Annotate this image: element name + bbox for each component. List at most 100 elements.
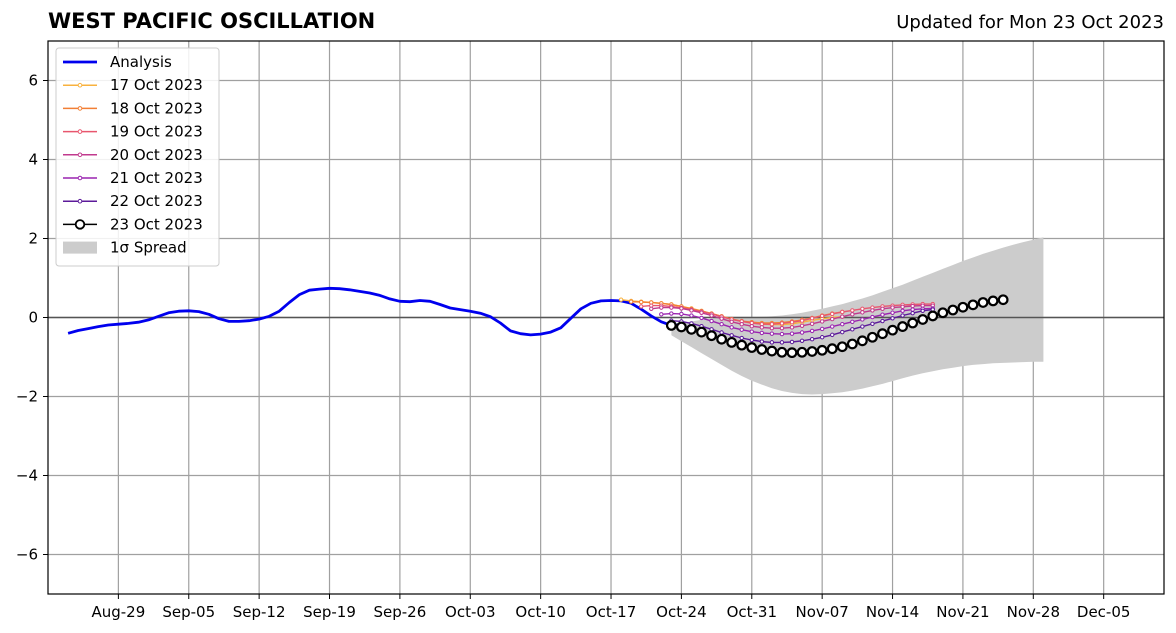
x-tick-label: Nov-07 (795, 603, 848, 621)
forecast-point (850, 308, 855, 313)
forecast-point (850, 327, 855, 332)
forecast-point (900, 304, 905, 310)
forecast-point (830, 324, 835, 329)
legend-label: 1σ Spread (110, 239, 187, 257)
forecast-point (809, 337, 815, 342)
forecast-point (819, 319, 825, 324)
forecast-point (880, 306, 885, 312)
forecast-point (890, 305, 895, 310)
forecast-point (840, 322, 845, 327)
legend-label: 17 Oct 2023 (110, 76, 203, 94)
forecast-point (789, 325, 795, 330)
forecast-line (661, 307, 933, 335)
forecast-point (769, 331, 775, 336)
legend-marker (77, 82, 83, 88)
legend-label: 23 Oct 2023 (110, 215, 203, 233)
forecast-point (789, 331, 795, 336)
forecast-point (759, 325, 765, 330)
forecast-point (786, 347, 798, 359)
forecast-point (846, 338, 858, 350)
forecast-point (870, 308, 875, 313)
forecast-point (867, 331, 878, 343)
forecast-point (850, 319, 855, 325)
forecast-point (789, 339, 795, 345)
forecast-point (830, 316, 835, 322)
forecast-point (669, 311, 674, 316)
forecast-point (669, 305, 674, 310)
forecast-point (910, 303, 915, 309)
forecast-point (686, 323, 697, 335)
x-tick-label: Sep-12 (233, 603, 286, 621)
forecast-point (638, 304, 644, 309)
forecast-point (796, 346, 808, 358)
legend-label: 22 Oct 2023 (110, 192, 203, 210)
forecast-point (987, 295, 999, 307)
forecast-point (769, 325, 775, 331)
forecast-point (809, 328, 815, 334)
forecast-point (890, 310, 895, 315)
x-tick-label: Oct-24 (656, 603, 706, 621)
forecast-point (860, 317, 865, 322)
forecast-point (749, 337, 754, 343)
y-tick-label: −4 (16, 467, 38, 485)
legend-swatch (63, 241, 97, 254)
forecast-point (729, 325, 734, 330)
axis-tick-layer: Aug-29 Sep-05 Sep-12 Sep-19 Sep-26 Oct-03 Oct-… (16, 72, 1131, 622)
legend-box (55, 47, 220, 267)
forecast-point (887, 324, 898, 336)
y-tick-label: 0 (28, 309, 38, 327)
forecast-point (977, 297, 989, 308)
forecast-point (957, 301, 969, 313)
forecast-point (659, 312, 664, 317)
spread-band-layer (671, 237, 1044, 395)
forecast-point (699, 315, 704, 321)
forecast-point (776, 346, 788, 358)
forecast-point (756, 344, 768, 355)
forecast-point (699, 310, 704, 315)
forecast-point (907, 317, 919, 329)
forecast-point (830, 311, 835, 317)
forecast-point (766, 345, 778, 357)
forecast-point (719, 330, 724, 335)
forecast-point (696, 326, 707, 338)
series-layer (67, 286, 1009, 359)
forecast-point (726, 336, 738, 348)
forecast-point (819, 335, 825, 340)
chart-title: WEST PACIFIC OSCILLATION (48, 9, 376, 33)
y-tick-label: 4 (28, 151, 38, 169)
legend-label: 19 Oct 2023 (110, 123, 203, 141)
legend-label: 18 Oct 2023 (110, 99, 203, 117)
spread-band (671, 237, 1044, 395)
forecast-point (799, 338, 805, 344)
forecast-point (739, 322, 744, 327)
forecast-point (809, 321, 815, 327)
forecast-point (860, 310, 865, 315)
forecast-point (749, 329, 754, 334)
forecast-point (870, 314, 875, 320)
forecast-point (917, 314, 929, 325)
legend-label: Analysis (110, 53, 172, 71)
forecast-point (910, 307, 915, 312)
forecast-point (880, 312, 885, 317)
forecast-point (679, 311, 684, 317)
forecast-point (840, 309, 845, 315)
x-tick-label: Sep-05 (162, 603, 215, 621)
x-tick-label: Oct-10 (515, 603, 565, 621)
forecast-point (769, 322, 775, 327)
forecast-point (937, 307, 949, 319)
forecast-point (719, 322, 724, 327)
forecast-point (709, 313, 714, 318)
forecast-point (779, 321, 785, 326)
legend-marker (77, 152, 83, 158)
legend-marker (77, 198, 83, 204)
x-tick-label: Sep-26 (374, 603, 427, 621)
forecast-point (809, 316, 815, 321)
forecast-point (659, 305, 664, 310)
chart-subtitle: Updated for Mon 23 Oct 2023 (896, 12, 1164, 33)
forecast-point (897, 321, 908, 332)
forecast-point (850, 312, 855, 317)
forecast-point (736, 339, 748, 351)
x-tick-label: Nov-28 (1007, 603, 1060, 621)
forecast-point (920, 308, 925, 313)
x-tick-label: Nov-21 (936, 603, 989, 621)
